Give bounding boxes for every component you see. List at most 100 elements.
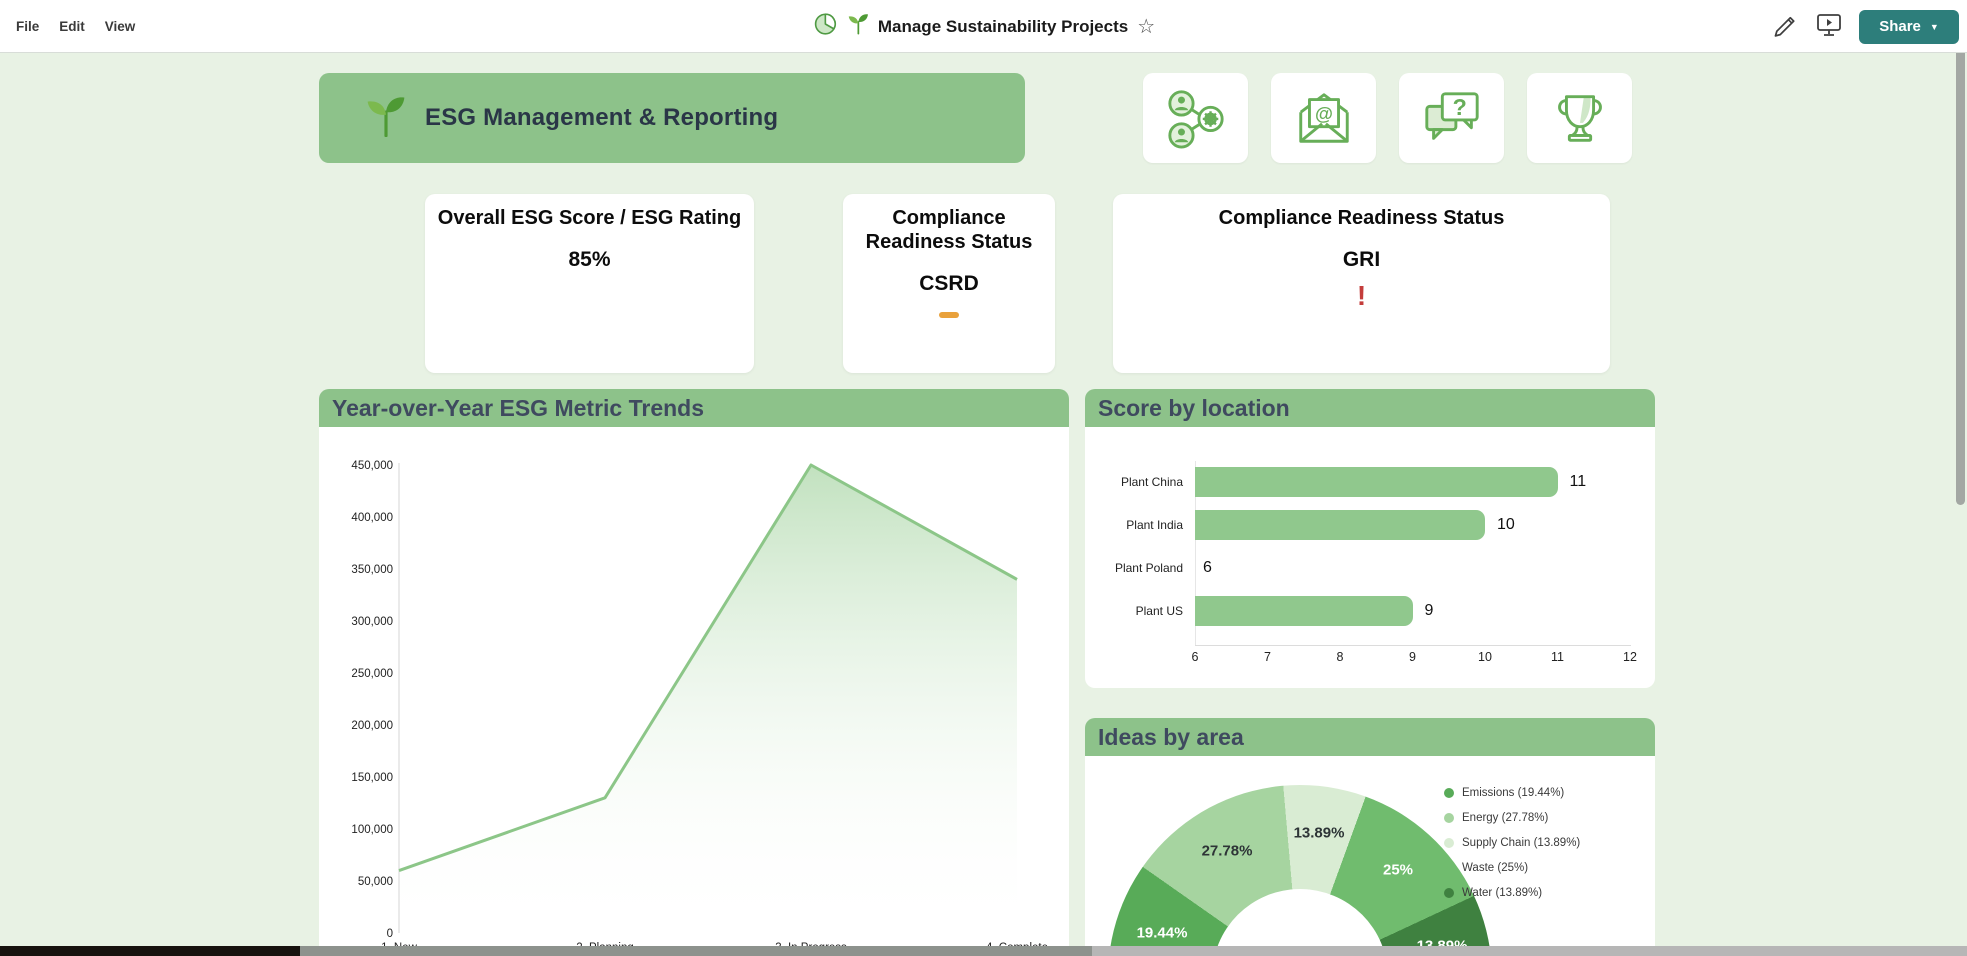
legend-dot-icon <box>1444 837 1454 848</box>
document-title-group: Manage Sustainability Projects ☆ <box>812 0 1155 53</box>
edit-pencil-icon[interactable] <box>1772 11 1799 43</box>
share-button-label: Share <box>1879 18 1921 35</box>
legend-dot-icon <box>1444 812 1454 823</box>
score-value-label: 9 <box>1424 602 1434 619</box>
kpi-value: GRI <box>1342 248 1381 271</box>
legend-dot-icon <box>1444 887 1454 898</box>
bottom-dark-strip <box>0 946 300 956</box>
kpi-value: 85% <box>568 248 611 271</box>
score-bar <box>1195 596 1413 626</box>
ideas-donut-chart: Emissions (19.44%) Energy (27.78%) Supply … <box>1085 756 1655 956</box>
present-preview-icon[interactable] <box>1815 10 1843 43</box>
trend-y-tick: 0 <box>387 928 393 940</box>
kpi-card-compliance-csrd: Compliance Readiness Status CSRD <box>843 194 1055 373</box>
donut-slice-label: 19.44% <box>1136 924 1188 942</box>
question-chat-card[interactable]: ? <box>1399 73 1504 163</box>
kpi-title: Compliance Readiness Status <box>865 207 1033 253</box>
share-dropdown-caret-icon: ▼ <box>1929 21 1939 32</box>
app-title: Manage Sustainability Projects <box>877 16 1129 36</box>
legend-dot-icon <box>1444 787 1454 798</box>
score-x-tick: 7 <box>1264 650 1271 664</box>
score-x-tick: 12 <box>1623 650 1637 664</box>
score-axis-line <box>1195 645 1631 646</box>
legend-item[interactable]: Emissions (19.44%) <box>1444 780 1580 805</box>
trend-chart-header: Year-over-Year ESG Metric Trends <box>319 389 1069 427</box>
score-category-label: Plant US <box>1135 604 1183 618</box>
ideas-chart-card: Ideas by area Emissions (19.44%) Energy (… <box>1085 718 1655 956</box>
legend-item[interactable]: Supply Chain (13.89%) <box>1444 830 1580 855</box>
status-minus-indicator <box>939 312 959 318</box>
score-category-label: Plant Poland <box>1114 561 1183 575</box>
trend-y-tick: 300,000 <box>351 616 393 628</box>
trend-y-tick: 400,000 <box>351 512 393 524</box>
trend-y-tick: 450,000 <box>351 460 393 472</box>
trend-y-tick: 250,000 <box>351 668 393 680</box>
trend-area-chart: 0 50,000 100,000 150,000 200,000 250,000 300,0… <box>351 460 1048 954</box>
score-x-tick: 6 <box>1191 650 1199 664</box>
score-chart-header: Score by location <box>1085 389 1655 427</box>
legend-label: Energy (27.78%) <box>1462 811 1549 824</box>
pie-time-icon <box>812 11 838 42</box>
trend-chart-title: Year-over-Year ESG Metric Trends <box>332 394 705 421</box>
status-alert-indicator: ! <box>1356 280 1367 311</box>
sprout-icon-large <box>365 95 407 142</box>
legend-label: Supply Chain (13.89%) <box>1462 836 1581 849</box>
vertical-scrollbar-thumb[interactable] <box>1956 2 1965 505</box>
donut-legend: Emissions (19.44%) Energy (27.78%) Supply … <box>1444 780 1580 905</box>
score-chart-card: Score by location Plant China 11 Plant Ind… <box>1085 389 1655 688</box>
donut-slice-label: 13.89% <box>1293 824 1345 842</box>
donut-slice-label: 25% <box>1382 861 1414 879</box>
score-bar-chart: Plant China 11 Plant India 10 Plant Poland 6 P… <box>1085 427 1655 688</box>
horizontal-scrollbar[interactable] <box>0 946 1967 956</box>
kpi-card-compliance-gri: Compliance Readiness Status GRI ! <box>1113 194 1610 373</box>
trend-y-tick: 200,000 <box>351 720 393 732</box>
top-menu-bar: File Edit View Manage Sustainability Pro… <box>0 0 1967 53</box>
score-bar <box>1195 510 1485 540</box>
legend-item[interactable]: Water (13.89%) <box>1444 880 1580 905</box>
people-network-gear-card[interactable] <box>1143 73 1248 163</box>
score-category-label: Plant India <box>1126 518 1183 532</box>
banner-title: ESG Management & Reporting <box>425 104 779 131</box>
score-x-tick: 11 <box>1551 650 1564 664</box>
menu-edit[interactable]: Edit <box>59 19 85 34</box>
trend-y-tick: 100,000 <box>351 824 393 836</box>
ideas-chart-header: Ideas by area <box>1085 718 1655 756</box>
kpi-title: Overall ESG Score / ESG Rating <box>437 207 742 229</box>
main-menu: File Edit View <box>16 0 135 53</box>
ideas-chart-title: Ideas by area <box>1098 723 1244 750</box>
trend-chart-card: Year-over-Year ESG Metric Trends 0 50,000… <box>319 389 1069 956</box>
score-value-label: 11 <box>1569 473 1587 490</box>
score-value-label: 10 <box>1497 516 1515 533</box>
score-value-label: 6 <box>1203 559 1212 576</box>
share-button[interactable]: Share ▼ <box>1859 9 1959 44</box>
top-actions: Share ▼ <box>1772 0 1959 53</box>
dashboard-canvas: ESG Management & Reporting @ <box>0 53 1967 956</box>
svg-text:@: @ <box>1315 103 1333 124</box>
score-bar <box>1195 467 1558 497</box>
favorite-star-icon[interactable]: ☆ <box>1137 15 1156 38</box>
score-axis-baseline <box>1195 461 1196 646</box>
legend-label: Emissions (19.44%) <box>1462 786 1565 799</box>
horizontal-scrollbar-thumb[interactable] <box>300 946 1092 956</box>
donut-slice-label: 27.78% <box>1201 842 1253 860</box>
trend-chart-body: 0 50,000 100,000 150,000 200,000 250,000 300,0… <box>319 427 1069 956</box>
email-at-card[interactable]: @ <box>1271 73 1376 163</box>
menu-file[interactable]: File <box>16 19 40 34</box>
trend-y-tick: 50,000 <box>358 876 393 888</box>
score-x-tick: 8 <box>1336 650 1344 664</box>
score-chart-title: Score by location <box>1098 394 1290 421</box>
score-category-label: Plant China <box>1120 475 1183 489</box>
legend-label: Water (13.89%) <box>1462 886 1543 899</box>
svg-text:?: ? <box>1452 94 1466 120</box>
trophy-card[interactable] <box>1527 73 1632 163</box>
kpi-card-esg-score: Overall ESG Score / ESG Rating 85% <box>425 194 754 373</box>
menu-view[interactable]: View <box>104 19 136 34</box>
esg-banner: ESG Management & Reporting <box>319 73 1025 163</box>
legend-dot-icon <box>1444 862 1454 873</box>
score-x-tick: 10 <box>1478 650 1492 664</box>
legend-item[interactable]: Waste (25%) <box>1444 855 1580 880</box>
kpi-value: CSRD <box>919 272 979 295</box>
sprout-icon <box>847 13 869 40</box>
legend-item[interactable]: Energy (27.78%) <box>1444 805 1580 830</box>
